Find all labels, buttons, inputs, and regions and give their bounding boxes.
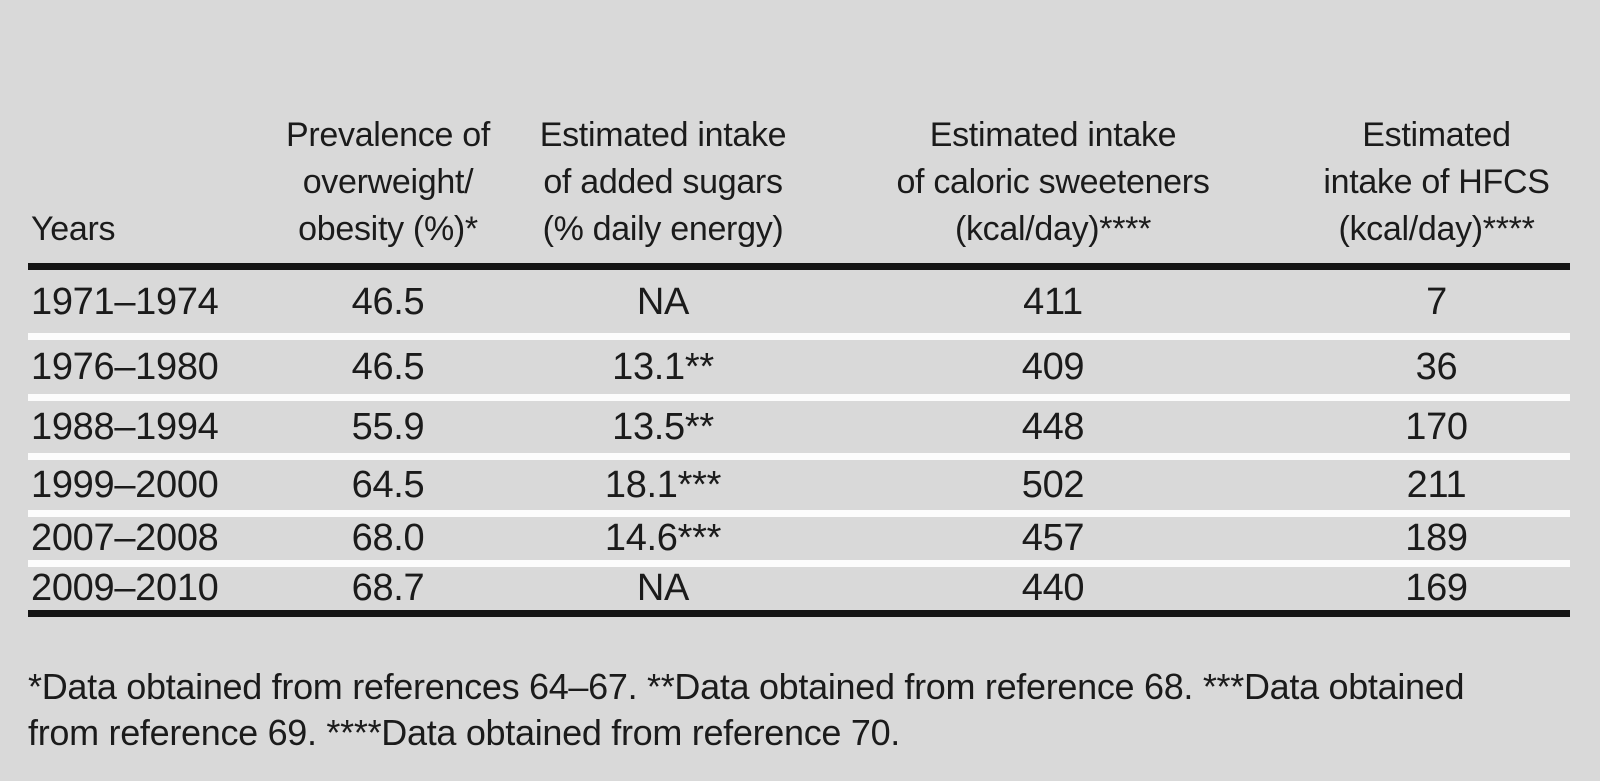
cell-sugars: 13.1** xyxy=(612,346,714,388)
cell-years: 2009–2010 xyxy=(31,567,219,609)
cell-overweight: 68.7 xyxy=(351,567,425,609)
cell-overweight: 55.9 xyxy=(351,406,425,448)
table-row: 2007–2008 68.0 14.6*** 457 189 xyxy=(28,510,1570,560)
table-row: 2009–2010 68.7 NA 440 169 xyxy=(28,560,1570,610)
cell-years: 1999–2000 xyxy=(31,464,219,506)
table-row: 1999–2000 64.5 18.1*** 502 211 xyxy=(28,453,1570,510)
cell-years: 2007–2008 xyxy=(31,517,219,559)
cell-sweeteners: 411 xyxy=(1023,280,1083,323)
table-row: 1971–1974 46.5 NA 411 7 xyxy=(28,270,1570,333)
cell-overweight: 46.5 xyxy=(351,280,425,323)
cell-hfcs: 170 xyxy=(1405,406,1468,448)
cell-hfcs: 36 xyxy=(1415,346,1458,388)
bottom-rule xyxy=(28,610,1570,617)
cell-hfcs: 7 xyxy=(1426,280,1447,323)
footnotes: *Data obtained from references 64–67. **… xyxy=(28,664,1588,756)
data-table: Years Prevalence of overweight/ obesity … xyxy=(28,112,1570,617)
table-row: 1988–1994 55.9 13.5** 448 170 xyxy=(28,394,1570,453)
cell-sugars: NA xyxy=(636,280,690,323)
cell-overweight: 46.5 xyxy=(351,346,425,388)
cell-sugars: 14.6*** xyxy=(604,517,722,559)
column-header-sugars: Estimated intake of added sugars (% dail… xyxy=(539,116,787,248)
column-header-sweeteners: Estimated intake of caloric sweeteners (… xyxy=(896,116,1210,248)
cell-sweeteners: 457 xyxy=(1021,517,1085,559)
column-header-hfcs: Estimated intake of HFCS (kcal/day)**** xyxy=(1323,116,1550,248)
column-header-years: Years xyxy=(31,210,116,248)
cell-years: 1988–1994 xyxy=(31,406,219,448)
footnote-line: *Data obtained from references 64–67. **… xyxy=(28,666,1465,707)
cell-hfcs: 169 xyxy=(1405,567,1468,609)
cell-sugars: 18.1*** xyxy=(604,464,722,506)
table-header-row: Years Prevalence of overweight/ obesity … xyxy=(28,112,1570,263)
column-header-overweight: Prevalence of overweight/ obesity (%)* xyxy=(285,116,490,248)
cell-years: 1976–1980 xyxy=(31,346,219,388)
cell-hfcs: 189 xyxy=(1405,517,1468,559)
cell-sweeteners: 448 xyxy=(1021,406,1085,448)
cell-years: 1971–1974 xyxy=(31,280,219,323)
cell-sugars: 13.5** xyxy=(612,406,714,448)
cell-sugars: NA xyxy=(636,567,690,609)
footnote-line: from reference 69. ****Data obtained fro… xyxy=(28,712,900,753)
cell-overweight: 64.5 xyxy=(351,464,425,506)
cell-sweeteners: 502 xyxy=(1021,464,1085,506)
table-row: 1976–1980 46.5 13.1** 409 36 xyxy=(28,333,1570,394)
cell-sweeteners: 409 xyxy=(1021,346,1085,388)
header-rule xyxy=(28,263,1570,270)
cell-sweeteners: 440 xyxy=(1021,567,1085,609)
cell-hfcs: 211 xyxy=(1406,464,1467,506)
cell-overweight: 68.0 xyxy=(351,517,425,559)
